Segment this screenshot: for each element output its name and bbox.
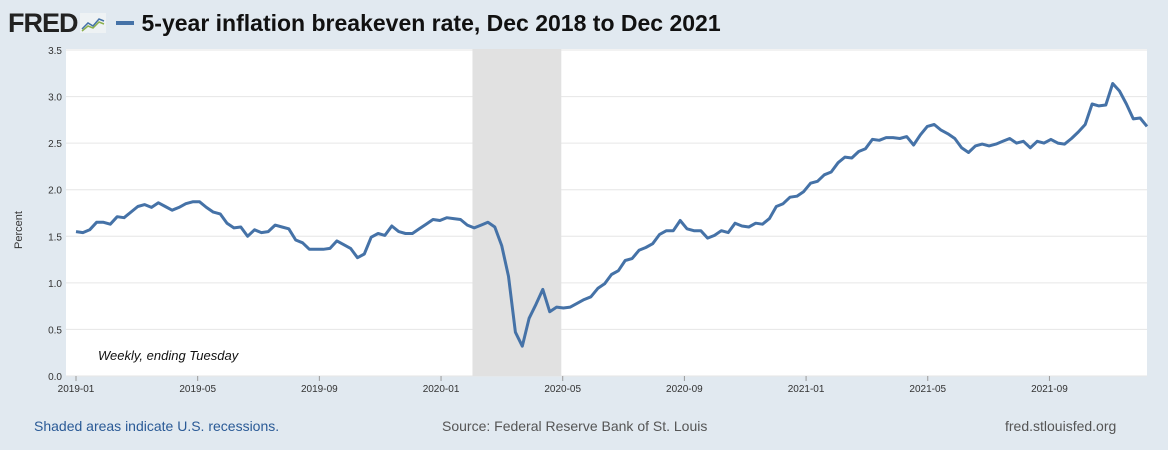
x-tick-label: 2021-09 <box>1031 384 1068 395</box>
fred-chart-icon <box>79 13 106 33</box>
y-tick-label: 3.5 <box>48 46 62 57</box>
fred-url[interactable]: fred.stlouisfed.org <box>1005 418 1117 434</box>
legend-line-swatch <box>115 21 134 25</box>
x-tick-label: 2020-01 <box>423 384 460 395</box>
y-tick-label: 2.5 <box>48 139 62 150</box>
recession-note-link[interactable]: Shaded areas indicate U.S. recessions. <box>34 418 280 434</box>
plot-area <box>66 49 1147 376</box>
y-tick-label: 1.0 <box>48 279 62 290</box>
y-tick-label: 1.5 <box>48 232 62 243</box>
source-text: Source: Federal Reserve Bank of St. Loui… <box>442 418 708 434</box>
chart-header: FRED 5-year inflation breakeven rate, De… <box>8 6 721 40</box>
y-tick-label: 0.0 <box>48 372 62 383</box>
series-line <box>75 82 1149 348</box>
frequency-annotation: Weekly, ending Tuesday <box>98 348 240 363</box>
line-chart: 0.0 0.5 1.0 1.5 2.0 2.5 3.0 3.5 2019-01 2019-05 20… <box>13 46 1149 395</box>
y-axis-label: Percent <box>13 211 25 249</box>
x-tick-label: 2019-05 <box>179 384 216 395</box>
y-tick-label: 2.0 <box>48 186 62 197</box>
y-tick-label: 0.5 <box>48 325 62 336</box>
x-tick-label: 2020-09 <box>666 384 703 395</box>
recession-shading <box>472 49 562 376</box>
y-tick-label: 3.0 <box>48 93 62 104</box>
x-tick-label: 2020-05 <box>544 384 581 395</box>
fred-logo[interactable]: FRED <box>8 7 78 38</box>
x-tick-label: 2019-01 <box>58 384 95 395</box>
x-tick-label: 2021-05 <box>909 384 946 395</box>
chart-title: 5-year inflation breakeven rate, Dec 201… <box>141 9 721 36</box>
x-tick-label: 2019-09 <box>301 384 338 395</box>
x-tick-label: 2021-01 <box>788 384 825 395</box>
